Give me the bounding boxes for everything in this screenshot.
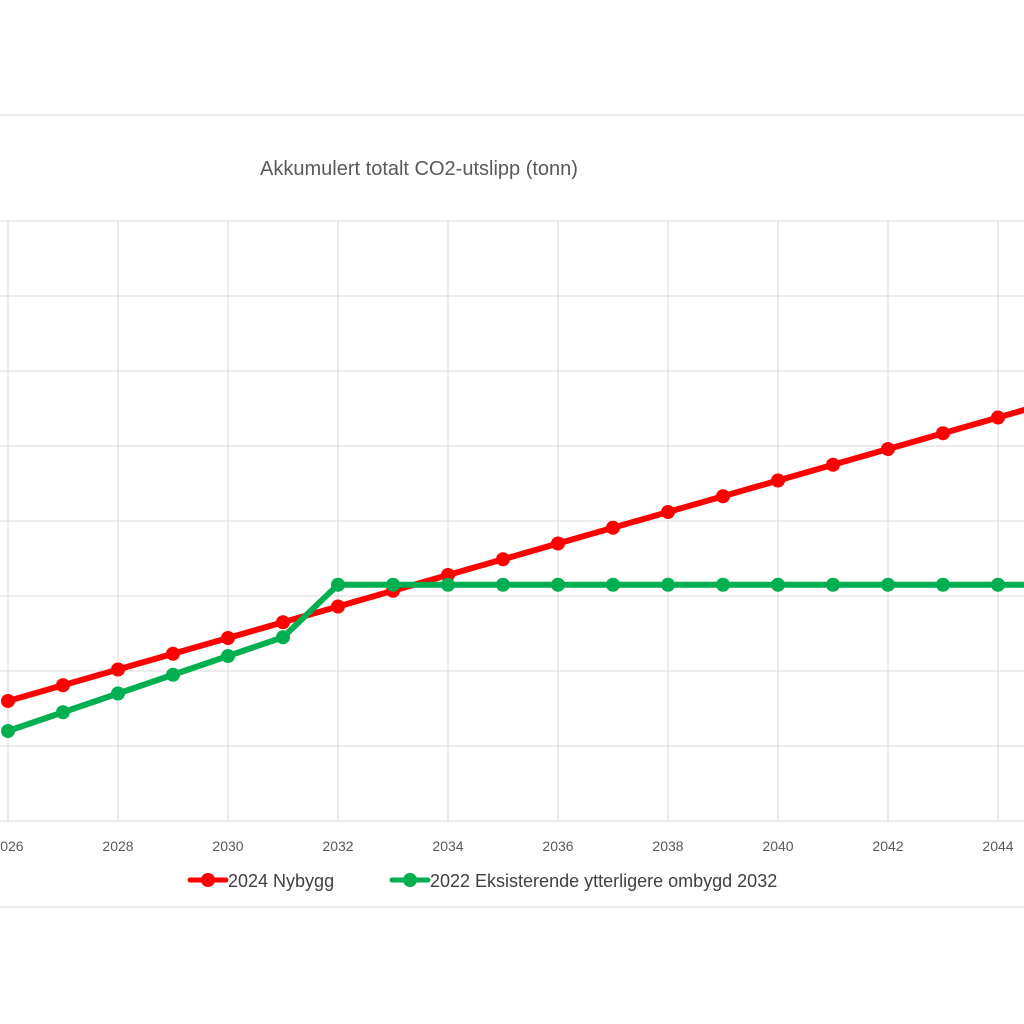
data-point bbox=[56, 678, 70, 693]
data-point bbox=[276, 615, 290, 630]
data-point bbox=[551, 577, 565, 592]
data-point bbox=[111, 662, 125, 677]
data-point bbox=[1, 694, 15, 708]
x-axis-tick-labels: 2026 2028 2030 2032 2034 2036 2038 2040 2042 2044 bbox=[0, 838, 1014, 854]
series-line bbox=[7, 581, 1024, 734]
legend: 2024 Nybygg 2022 Eksisterende ytterliger… bbox=[187, 871, 777, 891]
data-point bbox=[276, 630, 290, 645]
x-tick-label: 2042 bbox=[872, 838, 903, 854]
x-tick-label: 2036 bbox=[542, 838, 573, 854]
x-tick-label: 2026 bbox=[0, 838, 24, 854]
legend-marker-nybygg bbox=[201, 873, 215, 887]
x-tick-label: 2030 bbox=[212, 838, 243, 854]
data-point bbox=[386, 577, 400, 592]
data-point bbox=[826, 577, 840, 592]
data-point bbox=[56, 705, 70, 720]
data-point bbox=[1, 724, 15, 738]
legend-item-eksisterende: 2022 Eksisterende ytterligere ombygd 203… bbox=[389, 871, 777, 891]
legend-label-eksisterende: 2022 Eksisterende ytterligere ombygd 203… bbox=[430, 871, 777, 891]
data-point bbox=[111, 686, 125, 701]
data-point bbox=[661, 505, 675, 519]
x-tick-label: 2040 bbox=[762, 838, 793, 854]
data-point bbox=[936, 577, 950, 592]
legend-item-nybygg: 2024 Nybygg bbox=[187, 871, 334, 891]
series-layer bbox=[1, 406, 1024, 738]
data-point bbox=[826, 457, 840, 472]
data-point bbox=[166, 646, 180, 661]
data-point bbox=[441, 568, 455, 582]
x-tick-label: 2034 bbox=[432, 838, 463, 854]
data-point bbox=[441, 577, 455, 592]
data-point bbox=[991, 410, 1005, 425]
series-eksisterende bbox=[1, 577, 1024, 738]
data-point bbox=[331, 577, 345, 592]
x-tick-label: 2038 bbox=[652, 838, 683, 854]
data-point bbox=[771, 473, 785, 488]
data-point bbox=[496, 552, 510, 567]
data-point bbox=[881, 577, 895, 592]
grid bbox=[0, 220, 1024, 822]
x-tick-label: 2032 bbox=[322, 838, 353, 854]
x-tick-label: 2028 bbox=[102, 838, 133, 854]
data-point bbox=[166, 667, 180, 682]
data-point bbox=[496, 577, 510, 592]
data-point bbox=[551, 536, 565, 551]
legend-label-nybygg: 2024 Nybygg bbox=[228, 871, 334, 891]
data-point bbox=[606, 520, 620, 535]
chart-title: Akkumulert totalt CO2-utslipp (tonn) bbox=[260, 158, 578, 180]
data-point bbox=[331, 599, 345, 614]
data-point bbox=[606, 577, 620, 592]
data-point bbox=[936, 426, 950, 441]
data-point bbox=[661, 577, 675, 592]
series-line bbox=[7, 406, 1024, 704]
data-point bbox=[221, 649, 235, 663]
data-point bbox=[881, 442, 895, 456]
legend-marker-eksisterende bbox=[403, 873, 417, 887]
x-tick-label: 2044 bbox=[982, 838, 1013, 854]
data-point bbox=[716, 489, 730, 504]
series-nybygg bbox=[1, 406, 1024, 708]
data-point bbox=[716, 577, 730, 592]
data-point bbox=[221, 631, 235, 645]
data-point bbox=[771, 577, 785, 592]
data-point bbox=[991, 577, 1005, 592]
